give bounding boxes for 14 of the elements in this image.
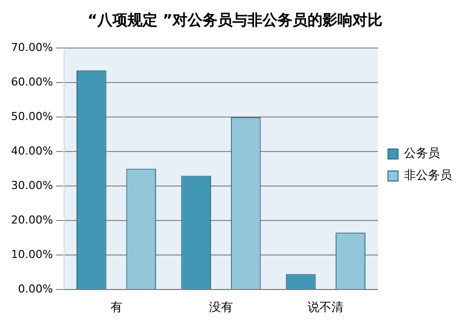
y-tick-label: 60.00% xyxy=(10,75,53,88)
y-tick-label: 50.00% xyxy=(10,110,53,123)
y-tick-label: 70.00% xyxy=(10,40,53,54)
y-tick-label: 20.00% xyxy=(10,213,53,226)
legend-label: 公务员 xyxy=(404,146,440,160)
y-tick-label: 40.00% xyxy=(10,144,53,158)
x-tick-label: 有 xyxy=(110,300,122,314)
x-tick-label: 说不清 xyxy=(308,300,344,314)
x-tick-label: 没有 xyxy=(208,300,233,314)
legend-label: 非公务员 xyxy=(404,168,452,182)
y-tick-label: 10.00% xyxy=(10,248,53,261)
chart-title: “八项规定 ”对公务员与非公务员的影响对比 xyxy=(88,10,382,29)
y-tick-label: 30.00% xyxy=(10,178,53,192)
y-tick-label: 0.00% xyxy=(18,282,53,296)
